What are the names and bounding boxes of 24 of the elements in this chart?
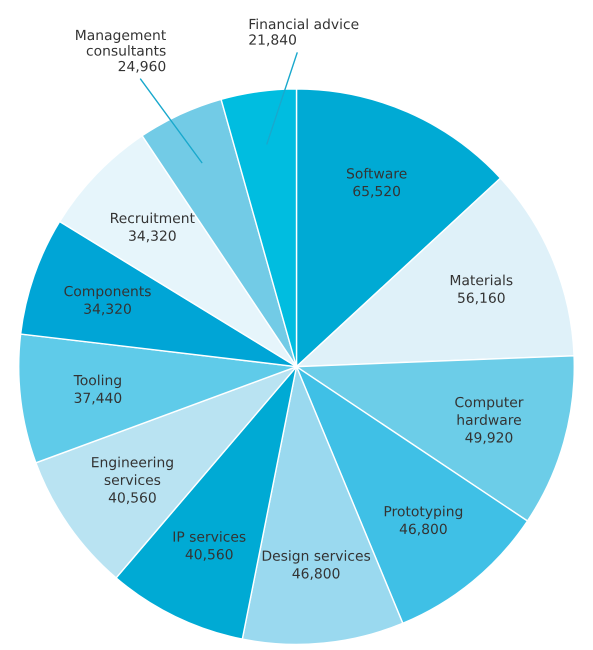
data-label: 49,920 [465, 432, 512, 444]
slice-label: Design services [262, 550, 370, 564]
slice-label: Tooling [74, 374, 121, 388]
data-label: 46,800 [292, 568, 340, 580]
slice-label: Management consultants [76, 30, 166, 56]
data-label: 21,840 [249, 34, 296, 46]
data-label: 40,560 [108, 492, 156, 504]
data-label: 65,520 [353, 186, 400, 198]
slice-label: Prototyping [384, 506, 462, 520]
slice-label: Components [64, 286, 151, 300]
data-label: 37,440 [74, 392, 122, 404]
slice-label: Engineering services [92, 456, 173, 486]
data-label: 34,320 [129, 230, 176, 242]
slice-label: Software [346, 168, 407, 179]
data-label: 34,320 [84, 303, 131, 316]
data-label: 24,960 [118, 60, 166, 73]
slice-label: IP services [174, 531, 246, 542]
slice-label: Financial advice [250, 18, 358, 30]
data-label: 56,160 [458, 292, 505, 304]
slice-label: Computer hardware [455, 396, 524, 425]
slice-label: Materials [450, 274, 512, 286]
slice-label: Recruitment [111, 212, 195, 224]
data-label: 40,560 [186, 548, 233, 561]
data-label: 46,800 [400, 524, 447, 536]
